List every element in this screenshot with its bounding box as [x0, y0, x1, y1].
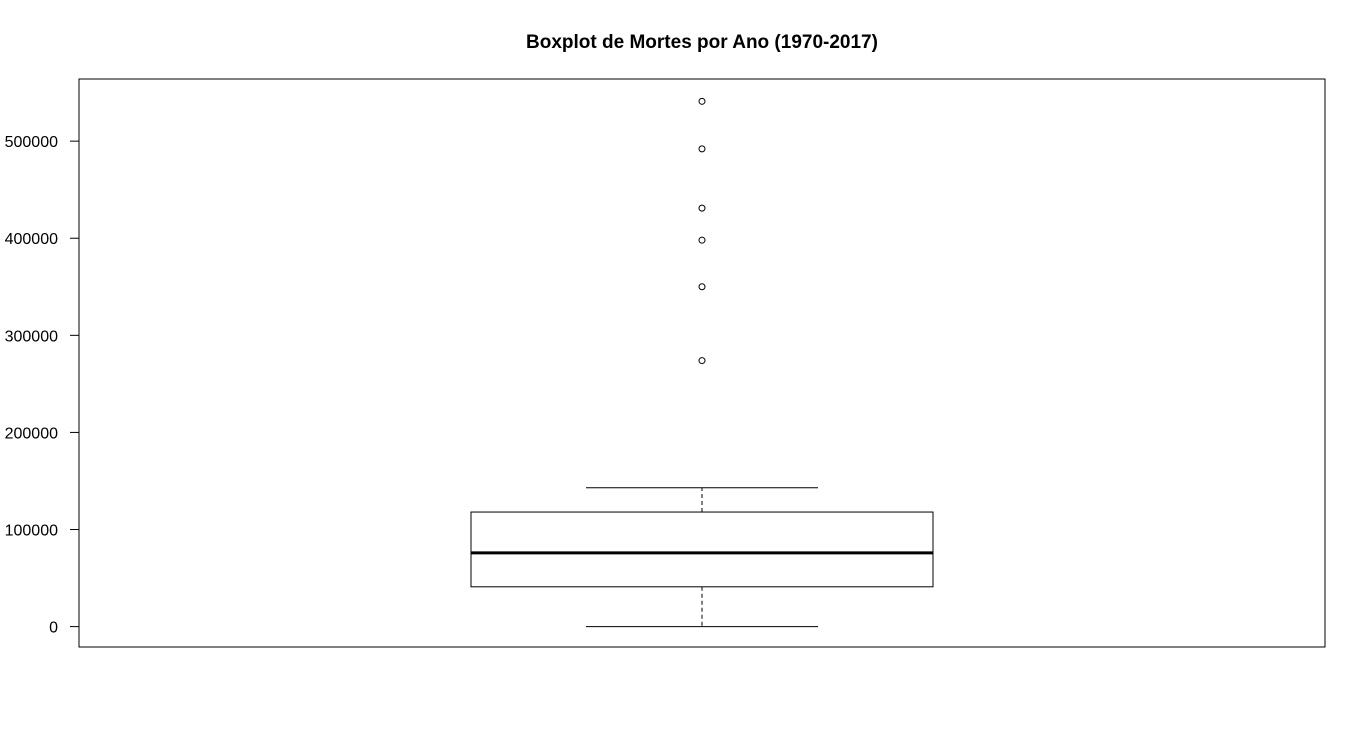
- y-tick-label: 300000: [5, 328, 58, 345]
- outlier-point: [698, 145, 706, 153]
- y-tick-label: 0: [49, 620, 58, 637]
- outlier-point: [698, 283, 706, 291]
- box-plot: [470, 487, 934, 628]
- y-tick-label: 500000: [5, 134, 58, 151]
- outlier-point: [698, 357, 706, 365]
- y-tick-label: 200000: [5, 425, 58, 442]
- y-tick-label: 400000: [5, 231, 58, 248]
- y-axis: 0 100000 200000 300000 400000 500000: [5, 134, 79, 637]
- outlier-point: [698, 204, 706, 212]
- outlier-point: [698, 236, 706, 244]
- interquartile-box: [470, 511, 934, 588]
- plot-frame: [78, 78, 1326, 648]
- outlier-point: [698, 97, 706, 105]
- y-tick-label: 100000: [5, 523, 58, 540]
- chart-title: Boxplot de Mortes por Ano (1970-2017): [526, 32, 878, 53]
- outliers: [698, 97, 706, 365]
